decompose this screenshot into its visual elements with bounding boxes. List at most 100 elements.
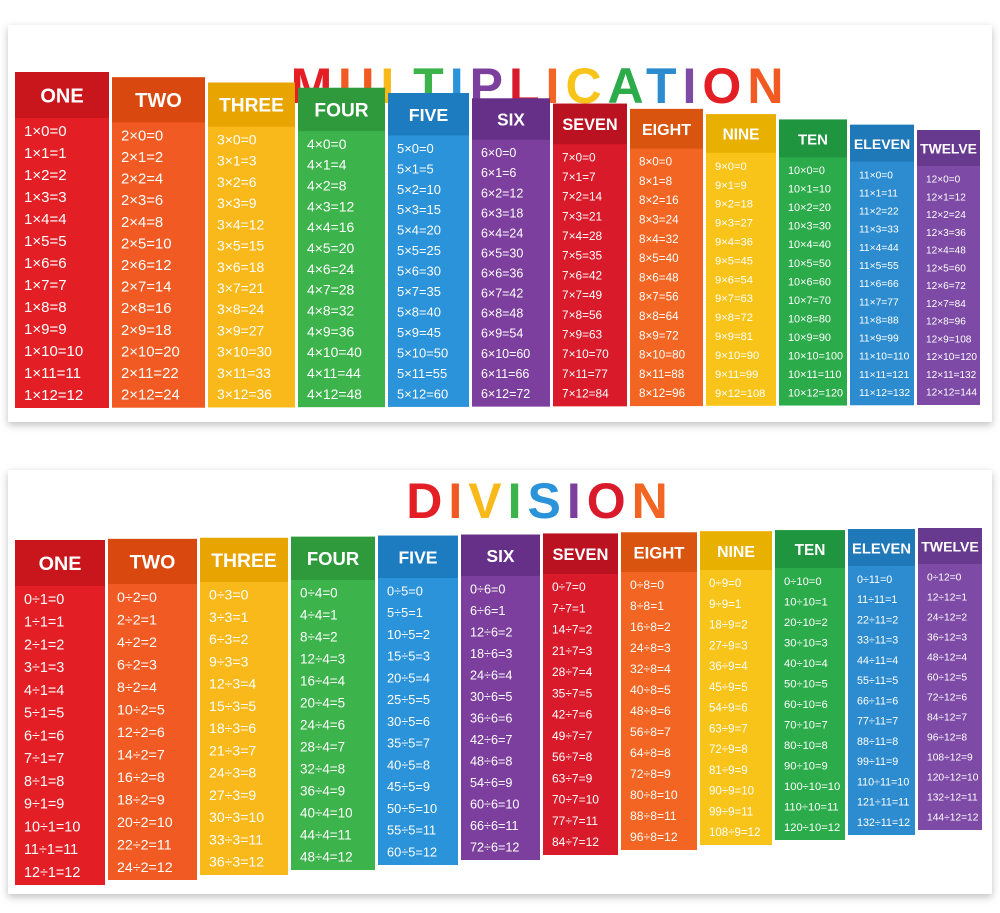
fact: 24÷12=2 xyxy=(927,613,967,624)
fact: 7×10=70 xyxy=(562,347,609,361)
fact: 60÷5=12 xyxy=(387,844,437,859)
fact: 88÷11=8 xyxy=(857,736,898,748)
fact: 11×7=77 xyxy=(859,297,899,308)
fact: 10÷2=5 xyxy=(117,702,165,718)
fact: 6×0=0 xyxy=(481,146,516,160)
fact: 3×11=33 xyxy=(217,365,271,381)
fact: 10×4=40 xyxy=(788,239,831,251)
fact: 7×7=49 xyxy=(562,288,603,302)
fact: 4×2=8 xyxy=(307,177,347,193)
fact: 8×2=16 xyxy=(639,194,679,207)
fact: 6×2=12 xyxy=(481,186,523,200)
column-title: NINE xyxy=(717,544,755,561)
column xyxy=(112,77,205,408)
fact: 25÷5=5 xyxy=(387,692,430,707)
column-header xyxy=(291,536,375,580)
fact: 42÷6=7 xyxy=(470,733,512,747)
column xyxy=(291,536,375,870)
fact: 9×10=90 xyxy=(715,350,759,362)
fact: 90÷9=10 xyxy=(709,786,754,798)
column xyxy=(15,72,109,408)
fact: 81÷9=9 xyxy=(709,765,748,777)
fact: 8×12=96 xyxy=(639,387,685,400)
fact: 7×0=0 xyxy=(562,150,596,164)
fact: 5×12=60 xyxy=(397,386,448,401)
fact: 2÷2=1 xyxy=(117,612,157,628)
fact: 9×1=9 xyxy=(715,180,747,192)
fact: 48÷4=12 xyxy=(300,850,353,865)
fact: 2×9=18 xyxy=(121,323,171,339)
column-header xyxy=(15,72,109,118)
fact: 9×2=18 xyxy=(715,199,753,211)
fact: 56÷7=8 xyxy=(552,750,593,764)
fact: 30÷10=3 xyxy=(784,637,828,649)
column-title: TEN xyxy=(798,131,828,148)
fact: 4×4=16 xyxy=(307,219,354,235)
column-header xyxy=(112,77,205,123)
fact: 12÷4=3 xyxy=(300,652,345,667)
fact: 10×0=0 xyxy=(788,165,825,177)
fact: 0÷10=0 xyxy=(784,576,822,588)
fact: 10×2=20 xyxy=(788,202,831,214)
fact: 12×3=36 xyxy=(926,228,966,239)
fact: 45÷9=5 xyxy=(709,682,748,694)
fact: 4×7=28 xyxy=(307,282,354,298)
fact: 8×1=8 xyxy=(639,175,672,188)
fact: 12÷3=4 xyxy=(209,676,256,692)
fact: 55÷11=5 xyxy=(857,675,898,687)
column xyxy=(706,114,776,406)
column-header xyxy=(543,533,618,574)
fact: 20÷4=5 xyxy=(300,696,345,711)
fact: 8÷2=4 xyxy=(117,680,157,696)
column-header xyxy=(848,529,915,566)
column-title: SIX xyxy=(497,110,525,130)
fact: 36÷12=3 xyxy=(927,633,967,644)
fact: 96÷8=12 xyxy=(630,830,678,844)
column xyxy=(298,87,385,408)
fact: 35÷5=7 xyxy=(387,736,430,751)
fact: 4×6=24 xyxy=(307,261,354,277)
column xyxy=(108,538,197,880)
column-title: ELEVEN xyxy=(854,136,910,152)
column xyxy=(208,82,295,408)
fact: 33÷3=11 xyxy=(209,831,263,847)
fact: 9×11=99 xyxy=(715,369,758,381)
fact: 35÷7=5 xyxy=(552,686,593,700)
fact: 24÷6=4 xyxy=(470,668,512,682)
fact: 7×4=28 xyxy=(562,229,603,243)
column xyxy=(543,533,618,855)
column xyxy=(700,531,772,845)
fact: 16÷2=8 xyxy=(117,770,165,786)
fact: 5÷5=1 xyxy=(387,605,423,620)
fact: 12×8=96 xyxy=(926,317,966,328)
fact: 42÷7=6 xyxy=(552,708,593,722)
column-title: ELEVEN xyxy=(852,541,911,557)
fact: 24÷2=12 xyxy=(117,860,173,876)
fact: 5×11=55 xyxy=(397,366,447,381)
fact: 12×7=84 xyxy=(926,299,966,310)
fact: 6×5=30 xyxy=(481,246,523,260)
fact: 22÷11=2 xyxy=(857,614,898,626)
fact: 7×12=84 xyxy=(562,386,609,400)
fact: 11×0=0 xyxy=(859,170,893,181)
fact: 8÷8=1 xyxy=(630,599,664,613)
fact: 1×12=12 xyxy=(24,387,83,404)
fact: 8×0=0 xyxy=(639,156,673,169)
column-header xyxy=(208,82,295,127)
fact: 0÷6=0 xyxy=(470,582,505,596)
fact: 0÷3=0 xyxy=(209,587,249,603)
fact: 72÷8=9 xyxy=(630,767,671,781)
fact: 28÷4=7 xyxy=(300,740,345,755)
fact: 90÷10=9 xyxy=(784,760,828,772)
fact: 6×10=60 xyxy=(481,347,530,361)
fact: 3×4=12 xyxy=(217,216,264,232)
fact: 8×10=80 xyxy=(639,349,686,362)
fact: 11×5=55 xyxy=(859,261,899,272)
column-header xyxy=(918,528,982,564)
column xyxy=(621,532,697,850)
fact: 3×9=27 xyxy=(217,322,264,338)
fact: 1×3=3 xyxy=(24,189,67,206)
column-header xyxy=(779,119,847,158)
column xyxy=(917,130,980,405)
